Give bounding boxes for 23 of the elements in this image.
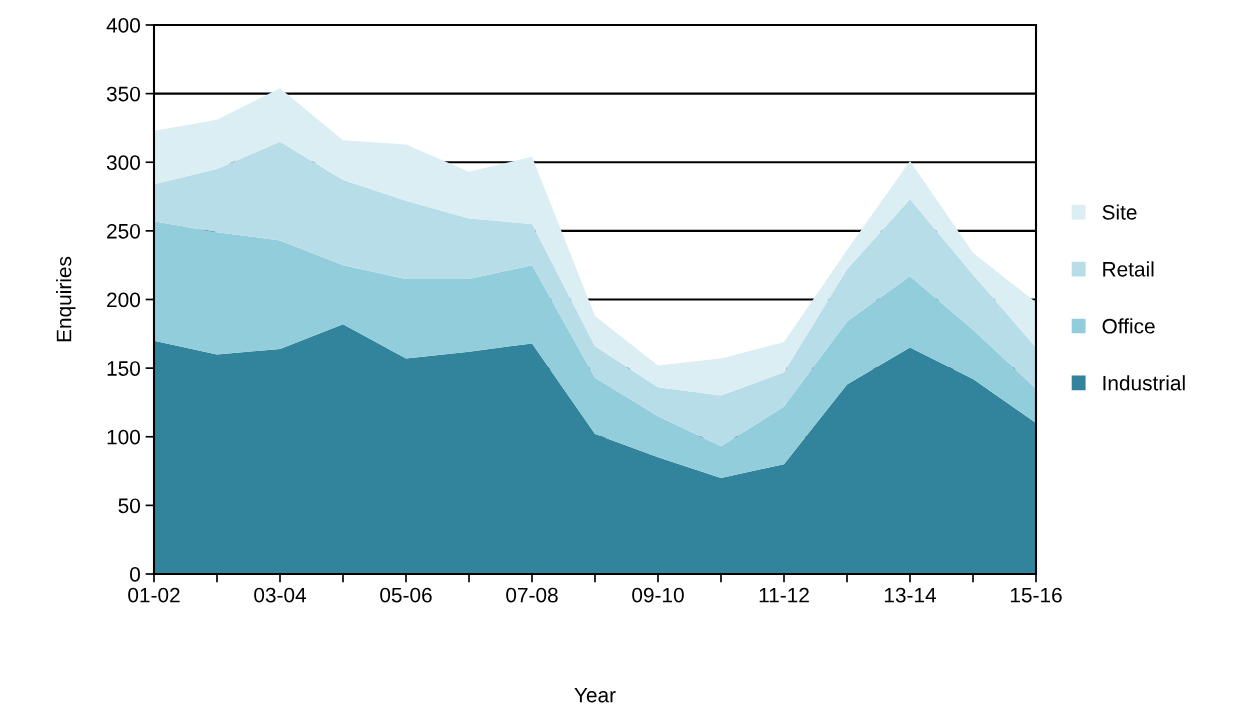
- x-tick-label: 11-12: [759, 587, 809, 603]
- x-tick-label: 15-16: [1010, 587, 1062, 603]
- x-tick-label: 07-08: [506, 587, 558, 603]
- y-tick-label: 250: [107, 223, 140, 239]
- y-tick-label: 50: [118, 498, 140, 514]
- y-tick-label: 100: [107, 429, 140, 445]
- legend-label: Retail: [1103, 261, 1154, 277]
- y-tick-label: 150: [107, 361, 140, 376]
- legend-label: Industrial: [1103, 375, 1185, 391]
- x-tick-label: 01-02: [128, 587, 180, 603]
- y-tick-label: 350: [106, 86, 140, 102]
- x-tick-label: 13-14: [884, 587, 937, 603]
- legend-label: Office: [1102, 318, 1155, 334]
- x-tick-label: 05-06: [380, 587, 432, 603]
- x-tick-label: 09-10: [632, 587, 684, 603]
- x-axis-title: Year: [574, 687, 616, 703]
- legend-label: Site: [1102, 204, 1137, 220]
- y-tick-label: 300: [106, 155, 140, 170]
- y-tick-label: 0: [130, 567, 140, 582]
- x-tick-label: 03-04: [254, 587, 307, 603]
- y-axis-title: Enquiries: [56, 256, 76, 342]
- y-tick-label: 200: [107, 292, 140, 308]
- y-tick-label: 400: [106, 18, 140, 33]
